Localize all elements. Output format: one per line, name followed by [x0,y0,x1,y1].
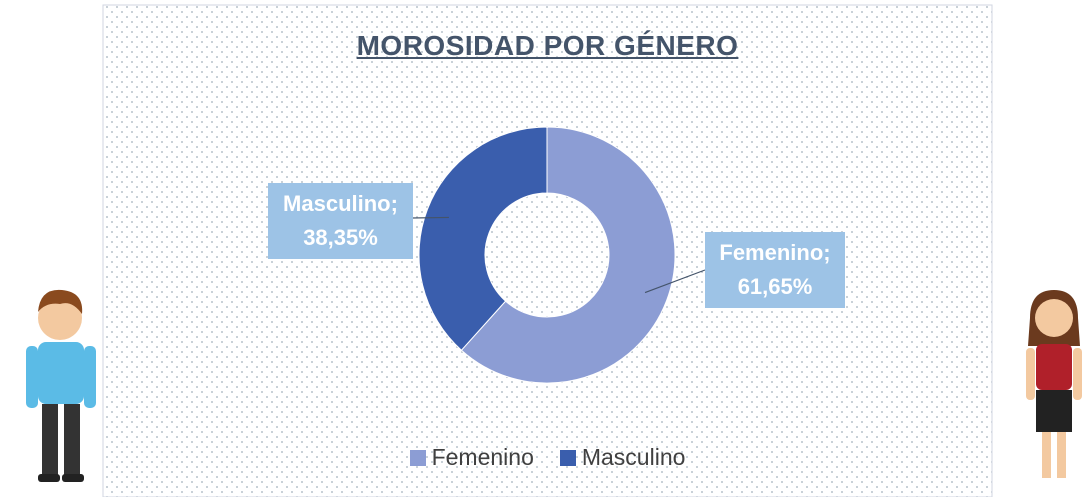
legend-swatch [409,449,426,466]
legend-label: Femenino [431,444,534,470]
legend-item: Femenino [409,444,534,471]
legend: Femenino Masculino [103,444,992,471]
donut-slice [460,126,676,384]
data-label: Femenino; 61,65% [705,232,845,308]
legend-item: Masculino [559,444,686,471]
data-label: Masculino; 38,35% [268,183,413,259]
chart-title: MOROSIDAD POR GÉNERO [356,30,739,61]
leader-line [644,269,706,294]
legend-label: Masculino [581,444,686,470]
donut-slice [418,126,548,351]
legend-swatch [559,449,576,466]
woman-illustration [1026,290,1082,478]
leader-line [411,216,449,219]
chart-frame [102,4,993,497]
man-illustration [26,289,96,482]
